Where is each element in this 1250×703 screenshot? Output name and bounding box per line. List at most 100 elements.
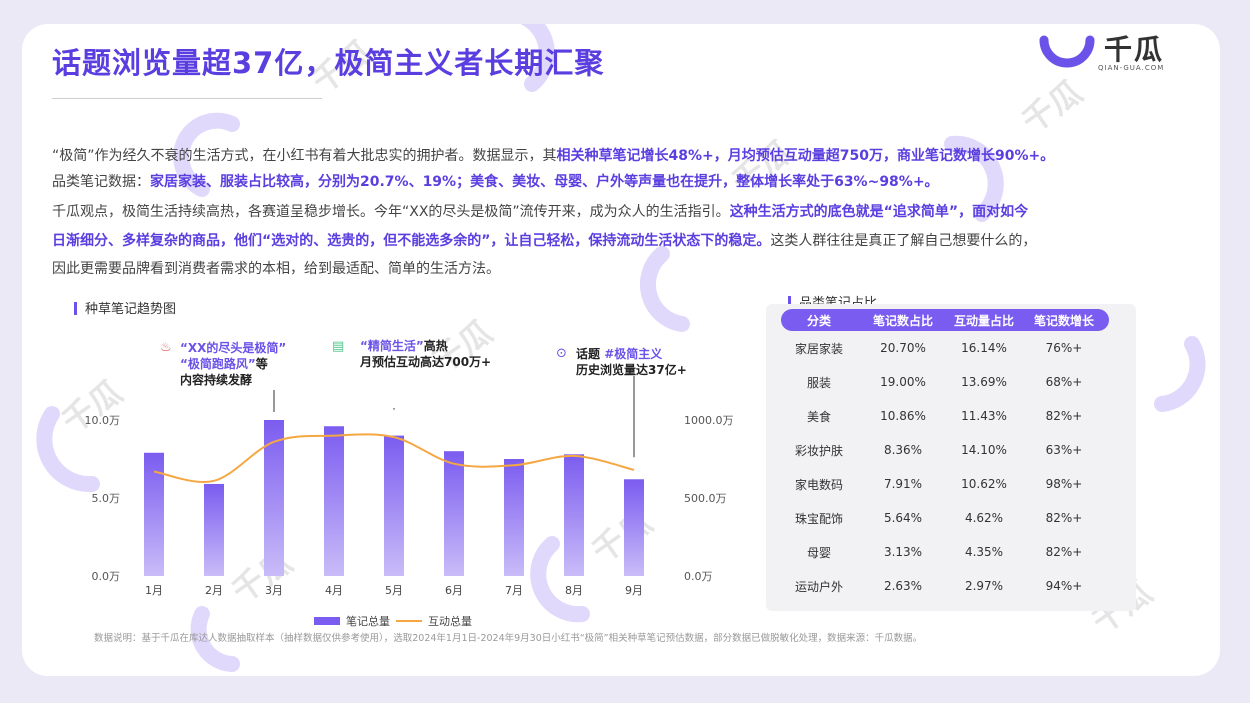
- y-left-tick-label: 0.0万: [92, 570, 121, 583]
- table-cell: 14.10%: [961, 443, 1007, 457]
- chart-section-title: 种草笔记趋势图: [74, 298, 176, 317]
- bar-2月: [204, 483, 224, 576]
- table-cell: 76%+: [1045, 341, 1083, 355]
- table-cell: 2.97%: [964, 579, 1004, 593]
- annotation-line: 历史浏览量达37亿+: [576, 363, 687, 377]
- annotation-line: 话题: [576, 347, 601, 361]
- y-right-tick-label: 500.0万: [684, 492, 727, 505]
- chart-section-label: 种草笔记趋势图: [85, 302, 177, 317]
- table-cell: 服装: [806, 375, 831, 390]
- table-row: 运动户外 2.63% 2.97% 94%+: [781, 569, 1109, 603]
- table-cell: 94%+: [1045, 579, 1083, 593]
- annotation-3: 话题 #极简主义 历史浏览量达37亿+: [576, 346, 687, 378]
- bar-1月: [144, 452, 164, 576]
- text-run-highlight: 日渐细分、多样复杂的商品，他们“选对的、选贵的，但不能选多余的”，让自己轻松，保…: [52, 233, 771, 249]
- column-header: 笔记数增长: [1019, 309, 1109, 331]
- legend-label-bar: 笔记总量: [346, 614, 390, 628]
- text-run: 品类笔记数据：: [52, 174, 150, 190]
- svg-text:千瓜: 千瓜: [1015, 73, 1089, 141]
- table-cell: 4.35%: [964, 545, 1004, 559]
- x-tick-label: 7月: [505, 584, 523, 597]
- table-cell: 20.70%: [880, 341, 926, 355]
- page-title: 话题浏览量超37亿，极简主义者长期汇聚: [52, 46, 605, 80]
- table-row: 美食 10.86% 11.43% 82%+: [781, 399, 1109, 433]
- annotation-line: 内容持续发酵: [180, 373, 253, 387]
- logo-text: 千瓜: [1104, 33, 1165, 66]
- table-cell: 19.00%: [880, 375, 926, 389]
- table-cell: 彩妆护肤: [794, 443, 843, 458]
- column-header: 互动量占比: [949, 309, 1019, 331]
- trend-chart: 0.0万 5.0万 10.0万 0.0万 500.0万 1000.0万 1月 2月 3月 4月 5月…: [85, 376, 734, 628]
- logo-icon: [1039, 35, 1095, 68]
- table-cell: 82%+: [1045, 545, 1083, 559]
- table-cell: 珠宝配饰: [794, 511, 843, 526]
- annotation-line: “XX的尽头是极简”: [180, 341, 287, 355]
- text-run: 这类人群往往是真正了解自己想要什么的，: [770, 233, 1037, 249]
- x-tick-label: 1月: [145, 584, 163, 597]
- y-left-tick-label: 10.0万: [85, 414, 121, 427]
- annotation-line: 高热: [423, 339, 448, 353]
- table-cell: 家电数码: [794, 477, 843, 492]
- table-row: 母婴 3.13% 4.35% 82%+: [781, 535, 1109, 569]
- table-cell: 82%+: [1045, 511, 1083, 525]
- table-cell: 4.62%: [964, 511, 1004, 525]
- text-run-highlight: 相关种草笔记增长48%+，月均预估互动量超750万，商业笔记数增长90%+。: [556, 148, 1055, 164]
- text-run: 因此更需要品牌看到消费者需求的本相，给到最适配、简单的生活方法。: [52, 261, 500, 277]
- table-header-row: 分类 笔记数占比 互动量占比 笔记数增长: [781, 309, 1109, 331]
- table-row: 服装 19.00% 13.69% 68%+: [781, 365, 1109, 399]
- table-cell: 13.69%: [961, 375, 1007, 389]
- table-row: 家电数码 7.91% 10.62% 98%+: [781, 467, 1109, 501]
- table-cell: 11.43%: [961, 409, 1007, 423]
- x-tick-label: 4月: [325, 584, 343, 597]
- x-tick-label: 8月: [565, 584, 583, 597]
- bar-6月: [444, 451, 464, 576]
- annotation-line: 月预估互动高达700万+: [360, 355, 492, 369]
- paragraph-4: 日渐细分、多样复杂的商品，他们“选对的、选贵的，但不能选多余的”，让自己轻松，保…: [52, 228, 1172, 254]
- bar-5月: [384, 435, 404, 576]
- annotation-highlight: #极简主义: [604, 347, 663, 361]
- section-marker: [788, 296, 791, 309]
- table-cell: 82%+: [1045, 409, 1083, 423]
- paragraph-2: 品类笔记数据：家居家装、服装占比较高，分别为20.7%、19%；美食、美妆、母婴…: [52, 169, 1172, 195]
- legend-bar-swatch: [314, 617, 340, 625]
- bar-3月: [264, 420, 284, 576]
- y-right-tick-label: 1000.0万: [684, 414, 734, 427]
- table-cell: 运动户外: [794, 579, 843, 594]
- x-tick-label: 3月: [265, 584, 283, 597]
- fire-icon: ♨: [160, 340, 172, 355]
- table-cell: 2.63%: [883, 579, 923, 593]
- paragraph-5: 因此更需要品牌看到消费者需求的本相，给到最适配、简单的生活方法。: [52, 256, 1172, 282]
- table-row: 珠宝配饰 5.64% 4.62% 82%+: [781, 501, 1109, 535]
- text-run: 千瓜观点，极简生活持续高热，各赛道呈稳步增长。今年“XX的尽头是极简”流传开来，…: [52, 204, 730, 220]
- table-cell: 3.13%: [883, 545, 923, 559]
- table-cell: 家居家装: [794, 341, 843, 356]
- section-marker: [74, 302, 77, 315]
- table-cell: 美食: [806, 409, 831, 424]
- title-divider: [52, 98, 322, 99]
- paragraph-3: 千瓜观点，极简生活持续高热，各赛道呈稳步增长。今年“XX的尽头是极简”流传开来，…: [52, 199, 1172, 225]
- annotation-line: “极简跑路风”: [180, 357, 256, 371]
- table-background: [766, 304, 1136, 611]
- table-cell: 7.91%: [883, 477, 923, 491]
- table-cell: 68%+: [1045, 375, 1083, 389]
- bar-8月: [564, 454, 584, 576]
- annotation-suffix: 等: [255, 357, 268, 371]
- line-series-互动总量: [153, 433, 635, 483]
- annotation-2: “精简生活”高热 月预估互动高达700万+: [360, 338, 491, 370]
- table-cell: 98%+: [1045, 477, 1083, 491]
- paragraph-1: “极简”作为经久不衰的生活方式，在小红书有着大批忠实的拥护者。数据显示，其相关种…: [52, 143, 1172, 169]
- x-tick-label: 6月: [445, 584, 463, 597]
- column-header: 笔记数占比: [857, 309, 949, 331]
- table-cell: 10.62%: [961, 477, 1007, 491]
- table-cell: 63%+: [1045, 443, 1083, 457]
- logo-subtext: QIAN-GUA.COM: [1098, 64, 1165, 72]
- table-cell: 16.14%: [961, 341, 1007, 355]
- y-left-tick-label: 5.0万: [92, 492, 121, 505]
- legend-label-line: 互动总量: [428, 614, 472, 628]
- table-cell: 8.36%: [883, 443, 923, 457]
- bar-4月: [324, 426, 344, 576]
- x-tick-label: 9月: [625, 584, 643, 597]
- annotation-1: “XX的尽头是极简” “极简跑路风”等 内容持续发酵: [180, 340, 286, 388]
- brand-logo: 千瓜 QIAN-GUA.COM: [1038, 30, 1178, 76]
- table-row: 家居家装 20.70% 16.14% 76%+: [781, 331, 1109, 365]
